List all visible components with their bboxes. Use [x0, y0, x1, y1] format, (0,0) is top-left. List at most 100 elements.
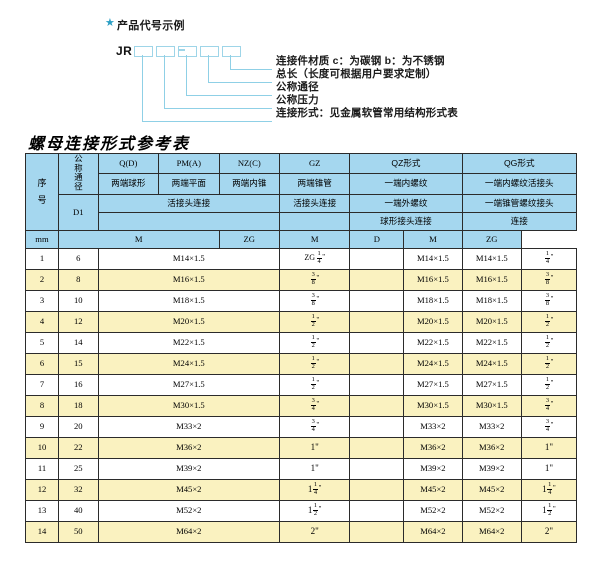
table-header-row-units: mm M ZG M D M ZG: [25, 229, 577, 249]
cell-thread-m-qd-pma-nzc: M24×1.5: [97, 352, 281, 375]
cell-qz-d: M45×2: [403, 478, 463, 501]
cell-qz-d: M18×1.5: [403, 289, 463, 312]
cell-gz-size: 1 1 4 ": [279, 478, 351, 501]
cell-qz-m: [349, 520, 405, 543]
cell-qz-d: M39×2: [403, 457, 463, 480]
cell-qg-m: M22×1.5: [461, 331, 522, 354]
header-seq-line1: 序: [37, 177, 47, 188]
cell-qz-d: M22×1.5: [403, 331, 463, 354]
cell-gz-size: 1": [279, 436, 351, 459]
table-row: 10 22 M36×2 1" M36×2 M36×2 1": [25, 436, 578, 459]
cell-seq: 5: [25, 331, 59, 354]
cell-nominal-diameter: 18: [57, 394, 99, 417]
table-row: 13 40 M52×2 1 1 2 " M52×2 M52×2 1 1 2 ": [25, 499, 578, 522]
code-box-4[interactable]: [200, 46, 219, 57]
table-row: 1 6 M14×1.5 ZG 1 4 " M14×1.5 M14×1.5 1 4 ": [25, 247, 578, 270]
cell-qz-m: [349, 499, 405, 522]
cell-gz-size: 3 4 ": [279, 415, 351, 438]
nut-connection-table-wrapper: 序 号 公称通径 Q(D) PM(A) NZ(C) GZ QZ形式 QG形式 两…: [25, 152, 578, 543]
cell-seq: 3: [25, 289, 59, 312]
table-title: 螺母连接形式参考表: [28, 134, 191, 153]
header-nominal-diameter: 公称通径: [57, 153, 99, 195]
table-header-row-desc2: D1 活接头连接 活接头连接 一端外螺纹 一端锥管螺纹接头: [26, 193, 578, 231]
cell-thread-m-qd-pma-nzc: M36×2: [97, 436, 281, 459]
cell-qz-d: M36×2: [403, 436, 463, 459]
cell-seq: 12: [25, 478, 59, 501]
cell-qz-d: M16×1.5: [403, 268, 463, 291]
header-qd-desc3: [97, 211, 281, 231]
cell-qg-zg: 1 2 ": [520, 331, 578, 354]
annotation-nominal-diameter: 公称通径: [276, 81, 319, 93]
cell-qg-m: M20×1.5: [461, 310, 522, 333]
header-unit-qg-m: M: [403, 229, 463, 249]
table-row: 6 15 M24×1.5 1 2 " M24×1.5 M24×1.5 1 2 ": [25, 352, 578, 375]
cell-qz-m: [349, 289, 405, 312]
cell-qz-d: M27×1.5: [403, 373, 463, 396]
cell-qg-m: M27×1.5: [461, 373, 522, 396]
cell-seq: 10: [25, 436, 59, 459]
cell-gz-size: ZG 1 4 ": [279, 247, 351, 270]
table-header-row-codes: 序 号 公称通径 Q(D) PM(A) NZ(C) GZ QZ形式 QG形式: [25, 152, 578, 231]
cell-qg-zg: 1 2 ": [520, 352, 578, 375]
cell-nominal-diameter: 40: [57, 499, 99, 522]
cell-qz-m: [349, 415, 405, 438]
cell-gz-size: 3 8 ": [279, 289, 351, 312]
table-row: 12 32 M45×2 1 1 4 " M45×2 M45×2 1 1 4 ": [25, 478, 578, 501]
table-header-row-desc1: 两端球形 两端平面 两端内锥 两端锥管 一端内螺纹 一端内螺纹活接头: [26, 173, 578, 195]
table-row: 4 12 M20×1.5 1 2 " M20×1.5 M20×1.5 1 2 ": [25, 310, 578, 333]
cell-gz-size: 2": [279, 520, 351, 543]
cell-nominal-diameter: 6: [57, 247, 99, 270]
cell-seq: 14: [25, 520, 59, 543]
cell-qg-m: M18×1.5: [461, 289, 522, 312]
cell-qg-zg: 1 1 4 ": [520, 478, 578, 501]
header-qg-desc3: 连接: [461, 211, 578, 231]
header-group-qg-code: QG形式: [461, 152, 578, 175]
cell-qg-zg: 1 2 ": [520, 310, 578, 333]
cell-qz-m: [349, 373, 405, 396]
cell-seq: 1: [25, 247, 59, 270]
cell-qg-m: M45×2: [461, 478, 522, 501]
code-diagram-title: 产品代号示例: [117, 20, 185, 32]
header-qz-desc2: 一端外螺纹: [349, 193, 463, 213]
cell-qg-m: M30×1.5: [461, 394, 522, 417]
cell-qg-zg: 3 4 ": [520, 394, 578, 417]
code-box-5[interactable]: [222, 46, 241, 57]
cell-thread-m-qd-pma-nzc: M45×2: [97, 478, 281, 501]
code-box-2[interactable]: [156, 46, 175, 57]
cell-gz-size: 1 2 ": [279, 310, 351, 333]
cell-qz-m: [349, 268, 405, 291]
cell-nominal-diameter: 15: [57, 352, 99, 375]
header-group-gz-code: GZ: [279, 152, 351, 175]
cell-qg-zg: 3 8 ": [520, 268, 578, 291]
leader-line-3-horizontal: [186, 95, 272, 96]
header-gz-desc1: 两端锥管: [279, 173, 351, 195]
cell-qg-m: M39×2: [461, 457, 522, 480]
cell-nominal-diameter: 12: [57, 310, 99, 333]
cell-qz-m: [349, 331, 405, 354]
header-group-qd-code: Q(D): [97, 152, 160, 175]
code-box-3[interactable]: [178, 46, 197, 57]
cell-qg-m: M33×2: [461, 415, 522, 438]
cell-seq: 6: [25, 352, 59, 375]
header-unit-qg-zg: ZG: [461, 229, 522, 249]
table-row: 14 50 M64×2 2" M64×2 M64×2 2": [25, 520, 578, 543]
cell-thread-m-qd-pma-nzc: M64×2: [97, 520, 281, 543]
cell-thread-m-qd-pma-nzc: M52×2: [97, 499, 281, 522]
cell-seq: 11: [25, 457, 59, 480]
header-seq-line2: 号: [37, 194, 47, 205]
cell-qg-zg: 3 4 ": [520, 415, 578, 438]
table-row: 9 20 M33×2 3 4 " M33×2 M33×2 3 4 ": [25, 415, 578, 438]
cell-qz-d: M24×1.5: [403, 352, 463, 375]
annotation-total-length: 总长（长度可根据用户要求定制）: [276, 68, 437, 80]
cell-nominal-diameter: 25: [57, 457, 99, 480]
cell-qg-m: M14×1.5: [461, 247, 522, 270]
code-box-1[interactable]: [134, 46, 153, 57]
header-qg-desc2: 一端锥管螺纹接头: [461, 193, 578, 213]
leader-line-1-horizontal: [230, 69, 272, 70]
table-row: 2 8 M16×1.5 3 8 " M16×1.5 M16×1.5 3 8 ": [25, 268, 578, 291]
leader-line-2-vertical: [208, 55, 209, 82]
cell-qz-m: [349, 436, 405, 459]
cell-qg-zg: 1 2 ": [520, 373, 578, 396]
cell-thread-m-qd-pma-nzc: M20×1.5: [97, 310, 281, 333]
cell-qg-m: M24×1.5: [461, 352, 522, 375]
